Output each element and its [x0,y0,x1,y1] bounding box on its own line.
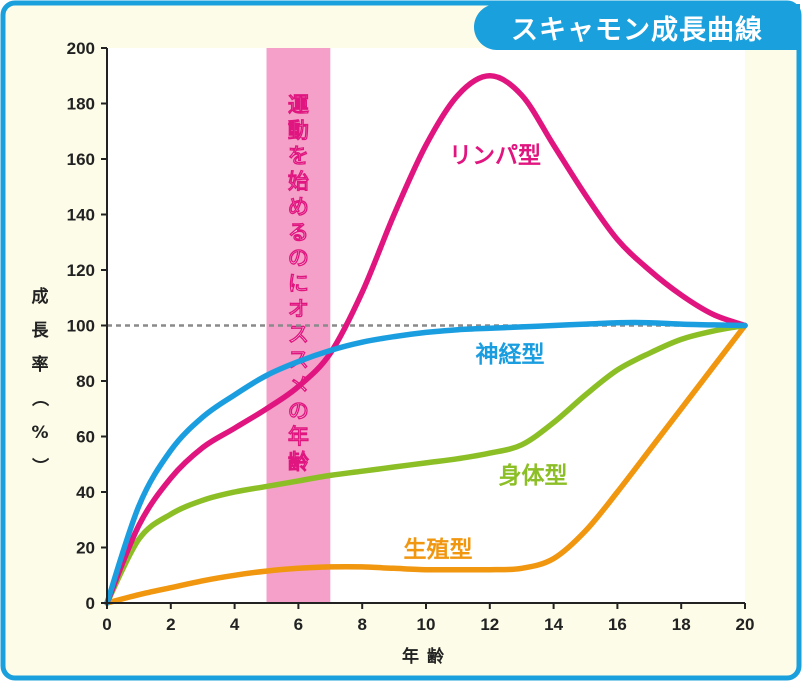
y-tick-label: 160 [67,150,95,169]
series-label: 身体型 [499,462,568,489]
x-tick-labels: 0 2 4 6 8 10 12 14 16 18 20 [102,603,754,634]
y-tick-label: 120 [67,261,95,280]
y-tick-label: 0 [86,594,95,613]
band-label-char: の [288,246,309,270]
x-tick-label: 10 [417,615,436,634]
y-tick-label: 80 [76,372,95,391]
band-label-char: 始 [288,170,309,194]
y-label-char: 成 [32,286,49,307]
series-label: リンパ型 [449,143,541,169]
y-label-char: （ [29,390,50,407]
band-label-char: 動 [288,119,309,143]
band-label-char: に [288,272,309,296]
band-label-char: の [288,399,309,423]
series-label: 生殖型 [404,537,473,563]
y-tick-label: 60 [76,428,95,447]
y-label-char: % [31,423,48,443]
x-tick-label: 18 [672,615,691,634]
y-axis-label: 成長率 （% ） [29,286,50,475]
y-tick-label: 200 [67,39,95,58]
y-tick-label: 180 [67,95,95,114]
y-tick-label: 140 [67,206,95,225]
x-tick-label: 2 [166,615,175,634]
x-tick-label: 0 [102,615,111,634]
y-label-char: ） [29,458,50,475]
y-tick-label: 20 [76,539,95,558]
series-line [104,322,748,606]
band-label-char: を [288,144,309,168]
series-line [104,322,748,606]
y-tick-labels: 0 20 40 60 80 100 120 140 160 180 200 [67,39,107,613]
x-tick-label: 12 [480,615,499,634]
series-line [104,73,748,606]
x-tick-label: 16 [608,615,627,634]
band-label-char: 運 [288,93,309,117]
series-label: 神経型 [476,341,545,368]
band-label-char: め [288,195,309,219]
y-tick-label: 40 [76,483,95,502]
x-tick-label: 20 [736,615,755,634]
y-label-char: 率 [32,354,49,375]
band-label-char: る [288,221,309,245]
band-label-char: ス [288,323,309,347]
band-label-char: 齢 [288,450,310,474]
band-label-char: オ [288,297,309,321]
chart-title: スキャモン成長曲線 [474,4,800,50]
x-tick-label: 14 [544,615,563,634]
x-axis-label: 年齢 [402,646,452,667]
y-tick-label: 100 [67,317,95,336]
x-tick-label: 6 [294,615,303,634]
y-label-char: 長 [32,321,50,341]
x-tick-label: 4 [230,615,240,634]
x-tick-label: 8 [357,615,366,634]
band-label-char: 年 [288,425,309,449]
series-line [104,319,748,606]
series-layer [104,73,748,606]
